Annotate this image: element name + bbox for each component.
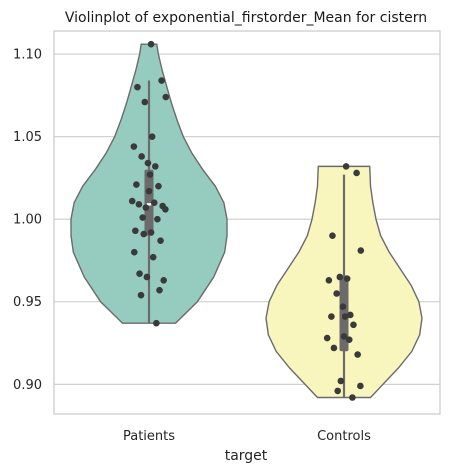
data-point <box>128 197 136 205</box>
data-point <box>147 40 155 48</box>
data-point <box>140 230 148 238</box>
strip-points <box>128 40 365 401</box>
inner-boxplots <box>144 80 349 398</box>
y-tick-label: 0.95 <box>13 295 42 310</box>
data-point <box>149 253 157 261</box>
data-point <box>156 286 163 294</box>
data-point <box>347 311 354 319</box>
data-point <box>329 232 336 240</box>
data-point <box>146 171 154 178</box>
data-point <box>350 321 357 329</box>
iqr-box-controls <box>339 275 349 352</box>
data-point <box>154 215 161 223</box>
data-point <box>357 247 365 254</box>
data-point <box>155 182 162 190</box>
data-point <box>157 237 164 244</box>
data-point <box>340 333 348 340</box>
data-point <box>133 181 140 188</box>
data-point <box>132 227 139 235</box>
y-tick-label: 0.90 <box>13 378 42 393</box>
data-point <box>323 334 331 342</box>
x-tick-labels: Patients Controls <box>123 429 371 444</box>
data-point <box>343 275 351 282</box>
data-point <box>334 387 342 395</box>
data-point <box>135 201 143 208</box>
data-point <box>139 214 146 221</box>
data-point <box>162 93 170 101</box>
data-point <box>357 382 364 390</box>
data-point <box>353 169 360 177</box>
data-point <box>354 351 361 358</box>
violin-bodies <box>70 43 423 399</box>
data-point <box>145 187 153 195</box>
y-tick-label: 1.05 <box>13 130 42 145</box>
data-point <box>345 336 353 344</box>
y-tick-label: 1.00 <box>13 213 42 228</box>
data-point <box>330 344 338 352</box>
data-point <box>136 270 143 277</box>
data-point <box>328 313 335 320</box>
iqr-box-patients <box>144 169 154 236</box>
data-point <box>138 153 145 160</box>
chart-title: Violinplot of exponential_firstorder_Mea… <box>65 10 427 26</box>
data-point <box>337 377 345 385</box>
data-point <box>342 163 350 170</box>
data-point <box>143 273 151 281</box>
data-point <box>158 77 165 84</box>
data-point <box>336 273 344 281</box>
data-point <box>141 98 149 106</box>
data-point <box>131 248 138 256</box>
data-point <box>148 133 156 140</box>
plot-frame <box>53 30 441 415</box>
data-point <box>333 290 340 297</box>
data-point <box>339 303 347 310</box>
data-point <box>341 313 349 320</box>
data-point <box>137 291 145 299</box>
data-point <box>325 276 333 284</box>
data-point <box>142 204 150 211</box>
x-tick-label: Controls <box>317 429 371 444</box>
data-point <box>144 159 152 167</box>
y-tick-labels: 0.90 0.95 1.00 1.05 1.10 <box>13 48 42 393</box>
data-point <box>130 143 138 150</box>
data-point <box>147 229 155 236</box>
data-point <box>162 205 169 213</box>
data-point <box>160 276 167 284</box>
data-point <box>152 163 159 170</box>
x-axis-label: target <box>225 448 268 464</box>
median-marker-patients <box>146 203 152 206</box>
data-point <box>150 199 158 206</box>
data-point <box>134 83 141 91</box>
data-point <box>153 319 160 327</box>
y-tick-label: 1.10 <box>13 48 42 63</box>
data-point <box>349 394 356 401</box>
x-tick-label: Patients <box>123 429 175 444</box>
